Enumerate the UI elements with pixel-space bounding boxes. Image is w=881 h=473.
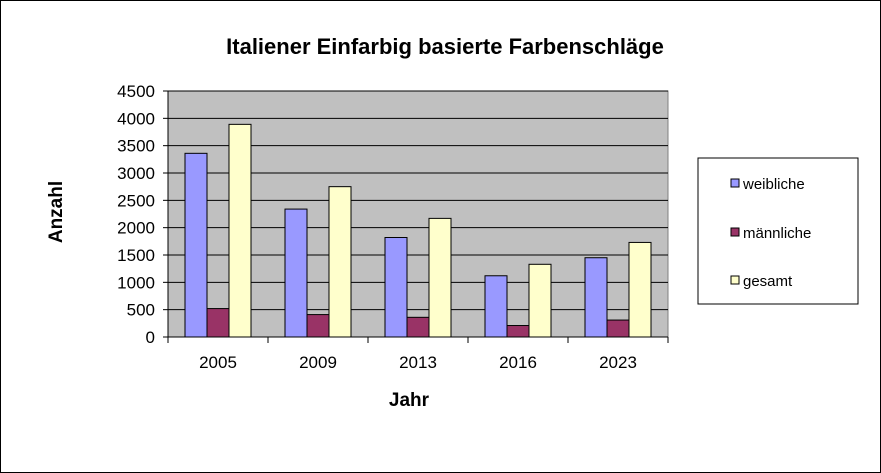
x-tick-label: 2005 [199, 353, 237, 372]
bar-maennliche-2005 [206, 308, 230, 338]
y-tick-label: 2000 [117, 219, 155, 238]
y-tick-label: 500 [127, 301, 155, 320]
bar-maennliche-2023 [606, 319, 630, 338]
bar-gesamt-2005 [228, 123, 252, 338]
x-axis-title: Jahr [389, 390, 430, 411]
bar-gesamt-2023 [628, 241, 652, 338]
chart-title: Italiener Einfarbig basierte Farbenschlä… [226, 34, 664, 59]
legend-label: weibliche [742, 176, 805, 193]
bar-weibliche-2005 [184, 152, 208, 338]
legend-box [697, 157, 859, 305]
legend-swatch [730, 178, 740, 188]
y-tick-label: 3500 [117, 137, 155, 156]
bar-gesamt-2013 [428, 217, 452, 338]
x-tick-label: 2016 [499, 353, 537, 372]
bar-gesamt-2016 [528, 263, 552, 338]
y-axis-title: Anzahl [46, 181, 67, 243]
legend-label: männliche [743, 225, 811, 242]
x-tick-labels: 2005 2009 2013 2016 2023 [167, 337, 669, 372]
legend-swatch [730, 227, 740, 237]
bar-gesamt-2009 [328, 186, 352, 338]
bar-maennliche-2013 [406, 316, 430, 338]
y-tick-label: 4000 [117, 109, 155, 128]
bar-weibliche-2013 [384, 237, 408, 338]
bar-weibliche-2016 [484, 275, 508, 338]
y-tick-labels: 0 500 1000 1500 2000 2500 3000 3500 4000 4500 [117, 82, 168, 347]
legend-swatch [730, 275, 740, 285]
x-tick-label: 2009 [299, 353, 337, 372]
y-tick-label: 3000 [117, 164, 155, 183]
bar-weibliche-2023 [584, 257, 608, 338]
bars [184, 123, 652, 338]
y-tick-label: 1000 [117, 273, 155, 292]
legend-label: gesamt [743, 273, 793, 290]
legend: weibliche männliche gesamt [697, 157, 859, 305]
y-tick-label: 0 [146, 328, 155, 347]
bar-weibliche-2009 [284, 208, 308, 338]
x-tick-label: 2023 [599, 353, 637, 372]
y-tick-label: 1500 [117, 246, 155, 265]
y-tick-label: 2500 [117, 191, 155, 210]
bar-maennliche-2016 [506, 325, 530, 338]
x-tick-label: 2013 [399, 353, 437, 372]
bar-maennliche-2009 [306, 314, 330, 338]
y-tick-label: 4500 [117, 82, 155, 101]
